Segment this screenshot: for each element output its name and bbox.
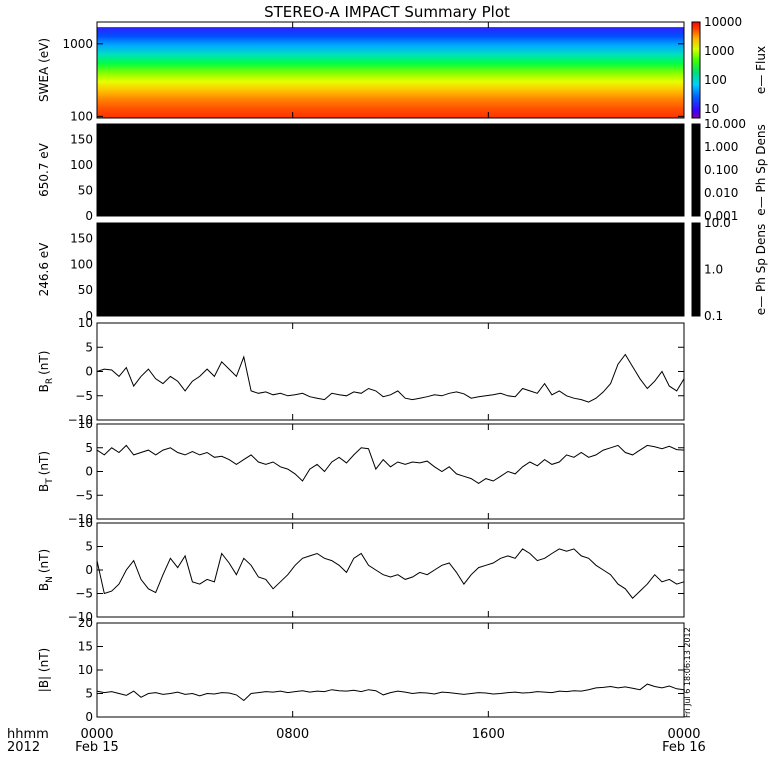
panel-frame bbox=[96, 222, 685, 317]
y-tick-label: 15 bbox=[78, 640, 93, 654]
panel-frame bbox=[96, 622, 685, 718]
time-tick-date: Feb 16 bbox=[662, 740, 706, 755]
y-tick-label: −5 bbox=[75, 587, 93, 601]
y-tick-label: 0 bbox=[85, 710, 93, 724]
y-tick-label: 150 bbox=[70, 232, 93, 246]
y-tick-label: 100 bbox=[70, 158, 93, 172]
colorbar-tick-label: 0.100 bbox=[704, 163, 738, 177]
colorbar-tick-label: 10 bbox=[704, 102, 719, 116]
colorbar: 10 100 1000 10000 e— Flux bbox=[691, 15, 768, 119]
y-tick-label: 20 bbox=[78, 616, 93, 630]
panel-1: 10 100 1000 10000 e— Flux 100 1000 SWEA (eV) bbox=[37, 15, 768, 123]
y-tick-label: 50 bbox=[78, 283, 93, 297]
colorbar-tick-label: 1.0 bbox=[704, 263, 723, 277]
y-tick-label: −5 bbox=[75, 389, 93, 403]
heatmap-fill bbox=[97, 223, 684, 316]
plot-title: STEREO-A IMPACT Summary Plot bbox=[264, 3, 510, 21]
heatmap-empty-band bbox=[97, 22, 684, 28]
time-tick-label: 0800 bbox=[276, 727, 309, 742]
colorbar-strip bbox=[691, 123, 701, 217]
panel-frame bbox=[96, 322, 685, 421]
colorbar-label: e— Ph Sp Dens bbox=[754, 224, 768, 315]
time-row2-label: 2012 bbox=[7, 740, 40, 755]
y-axis-label: BT(nT) bbox=[37, 451, 55, 492]
colorbar: 0.001 0.010 0.100 1.000 10.000 e— Ph Sp Dens bbox=[691, 117, 768, 223]
y-tick-label: −5 bbox=[75, 488, 93, 502]
y-tick-label: 10 bbox=[78, 516, 93, 530]
y-tick-label: −10 bbox=[68, 610, 93, 624]
colorbar-tick-label: 10.0 bbox=[704, 216, 731, 230]
panel-frame bbox=[96, 21, 685, 119]
y-tick-label: 0 bbox=[85, 309, 93, 323]
colorbar-label: e— Flux bbox=[754, 46, 768, 94]
series-line bbox=[96, 444, 685, 484]
y-axis-label: 650.7 eV bbox=[37, 142, 51, 197]
y-tick-label: 10 bbox=[78, 663, 93, 677]
panel-7: 0 5 10 15 20 |B| (nT) bbox=[37, 616, 685, 724]
time-tick-label: 1600 bbox=[472, 727, 505, 742]
colorbar-strip bbox=[691, 21, 701, 119]
y-tick-label: 100 bbox=[70, 257, 93, 271]
y-axis-label-subscript: N bbox=[45, 576, 55, 583]
colorbar: 0.1 1.0 10.0 e— Ph Sp Dens bbox=[691, 216, 768, 323]
y-axis-label: |B| (nT) bbox=[37, 648, 51, 692]
y-tick-label: 5 bbox=[85, 687, 93, 701]
colorbar-tick-label: 1000 bbox=[704, 44, 735, 58]
series-line bbox=[96, 548, 685, 599]
y-axis-label-unit: (nT) bbox=[37, 549, 51, 573]
y-axis-label-unit: (nT) bbox=[37, 351, 51, 375]
colorbar-tick-label: 10000 bbox=[704, 15, 742, 29]
y-tick-label: 1000 bbox=[62, 37, 93, 51]
panel-frame bbox=[96, 123, 685, 217]
y-tick-label: 0 bbox=[85, 365, 93, 379]
y-tick-label: 100 bbox=[70, 109, 93, 123]
y-tick-label: 5 bbox=[85, 340, 93, 354]
panel-3: 0.1 1.0 10.0 e— Ph Sp Dens 0 50 100 150 246.6 eV bbox=[37, 216, 768, 323]
y-tick-label: −10 bbox=[68, 512, 93, 526]
colorbar-label: e— Ph Sp Dens bbox=[754, 124, 768, 215]
time-tick-date: Feb 15 bbox=[75, 740, 119, 755]
y-tick-label: 5 bbox=[85, 441, 93, 455]
y-axis-label: BN(nT) bbox=[37, 549, 55, 591]
panel-frame bbox=[96, 423, 685, 520]
timestamp-stamp: Fri Jul 6 18:06:13 2012 bbox=[683, 627, 692, 718]
series-line bbox=[96, 683, 685, 702]
colorbar-tick-label: 1.000 bbox=[704, 140, 738, 154]
y-tick-label: 50 bbox=[78, 183, 93, 197]
y-tick-label: 10 bbox=[78, 316, 93, 330]
y-tick-label: 5 bbox=[85, 540, 93, 554]
y-tick-label: −10 bbox=[68, 413, 93, 427]
y-tick-label: 0 bbox=[85, 563, 93, 577]
colorbar-strip bbox=[691, 222, 701, 317]
heatmap-fill bbox=[97, 124, 684, 216]
y-tick-label: 10 bbox=[78, 417, 93, 431]
time-row1-label: hhmm bbox=[7, 727, 49, 742]
colorbar-tick-label: 10.000 bbox=[704, 117, 746, 131]
time-tick-label: 0000 bbox=[80, 727, 113, 742]
colorbar-tick-label: 0.1 bbox=[704, 309, 723, 323]
y-tick-label: 0 bbox=[85, 209, 93, 223]
y-tick-label: 150 bbox=[70, 132, 93, 146]
colorbar-tick-label: 0.010 bbox=[704, 186, 738, 200]
y-tick-label: 0 bbox=[85, 465, 93, 479]
series-line bbox=[96, 353, 685, 403]
time-tick-label: 0000 bbox=[667, 727, 700, 742]
y-axis-label: SWEA (eV) bbox=[37, 38, 51, 102]
y-axis-label-subscript: R bbox=[45, 378, 55, 384]
heatmap-fill bbox=[97, 27, 684, 118]
y-axis-label: 246.6 eV bbox=[37, 242, 51, 297]
y-axis-label-unit: (nT) bbox=[37, 451, 51, 475]
colorbar-tick-label: 100 bbox=[704, 73, 727, 87]
y-axis-label: BR(nT) bbox=[37, 351, 55, 393]
panel-frame bbox=[96, 522, 685, 618]
colorbar-tick-label: 0.001 bbox=[704, 209, 738, 223]
y-axis-label-subscript: T bbox=[45, 478, 55, 485]
